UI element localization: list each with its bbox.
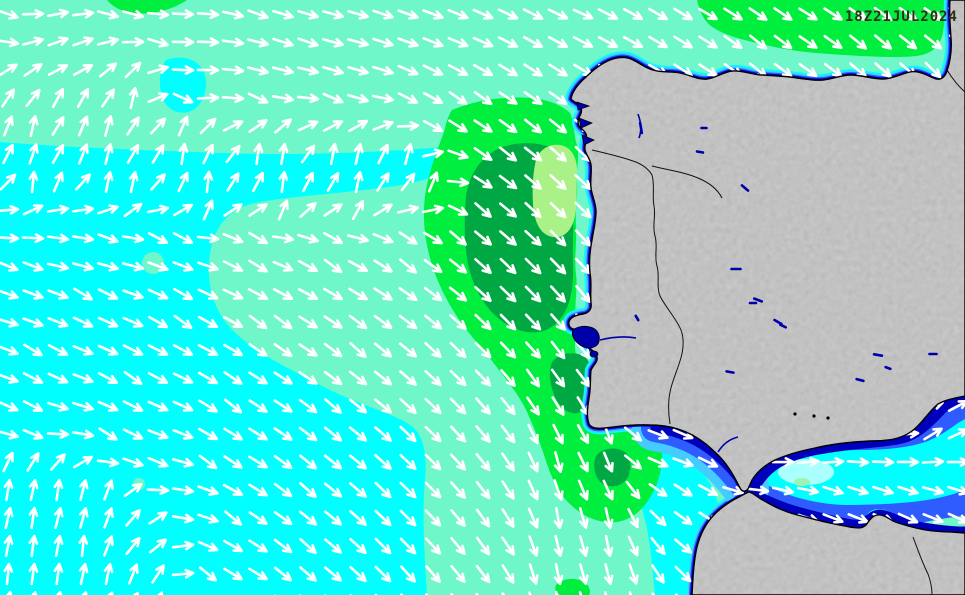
reservoir-8 <box>872 353 884 357</box>
islet-1 <box>793 412 797 416</box>
sado-inlet <box>589 350 599 358</box>
portugal-spain-border <box>591 149 684 425</box>
cyan-main-field <box>0 142 463 595</box>
france-spain-border <box>946 69 965 93</box>
ria-2 <box>578 117 594 129</box>
cyan-pocket <box>159 57 207 113</box>
morocco-coastline <box>691 491 965 595</box>
timestamp-label: 18Z21JUL2024 <box>845 9 958 25</box>
reservoir-14 <box>725 370 735 374</box>
river-2 <box>599 336 637 341</box>
ria-3 <box>581 134 595 146</box>
green-sliver-top <box>107 0 187 14</box>
morocco-algeria-border <box>912 536 933 595</box>
reservoir-15 <box>778 323 788 329</box>
reservoir-10 <box>884 365 892 371</box>
galicia-border <box>651 165 723 199</box>
reservoir-13 <box>634 314 640 322</box>
inland-water-and-borders <box>572 69 965 595</box>
tagus-estuary <box>572 325 600 349</box>
med-palegreen-dot <box>794 478 810 486</box>
reservoir-6 <box>752 297 764 303</box>
light-green-core <box>532 144 578 238</box>
ria-1 <box>576 101 591 111</box>
reservoir-11 <box>855 377 865 383</box>
med-pale-patch <box>778 459 834 485</box>
reservoir-2 <box>695 150 705 154</box>
green-dot-bottom <box>555 578 590 595</box>
islet-3 <box>826 416 830 420</box>
reservoir-1 <box>638 121 644 135</box>
iberia-coastline <box>568 0 965 492</box>
reservoir-3 <box>740 184 750 192</box>
islet-2 <box>812 414 816 418</box>
reservoir-7 <box>773 318 783 326</box>
dark-green-sines <box>549 353 591 414</box>
river-3 <box>717 436 739 453</box>
